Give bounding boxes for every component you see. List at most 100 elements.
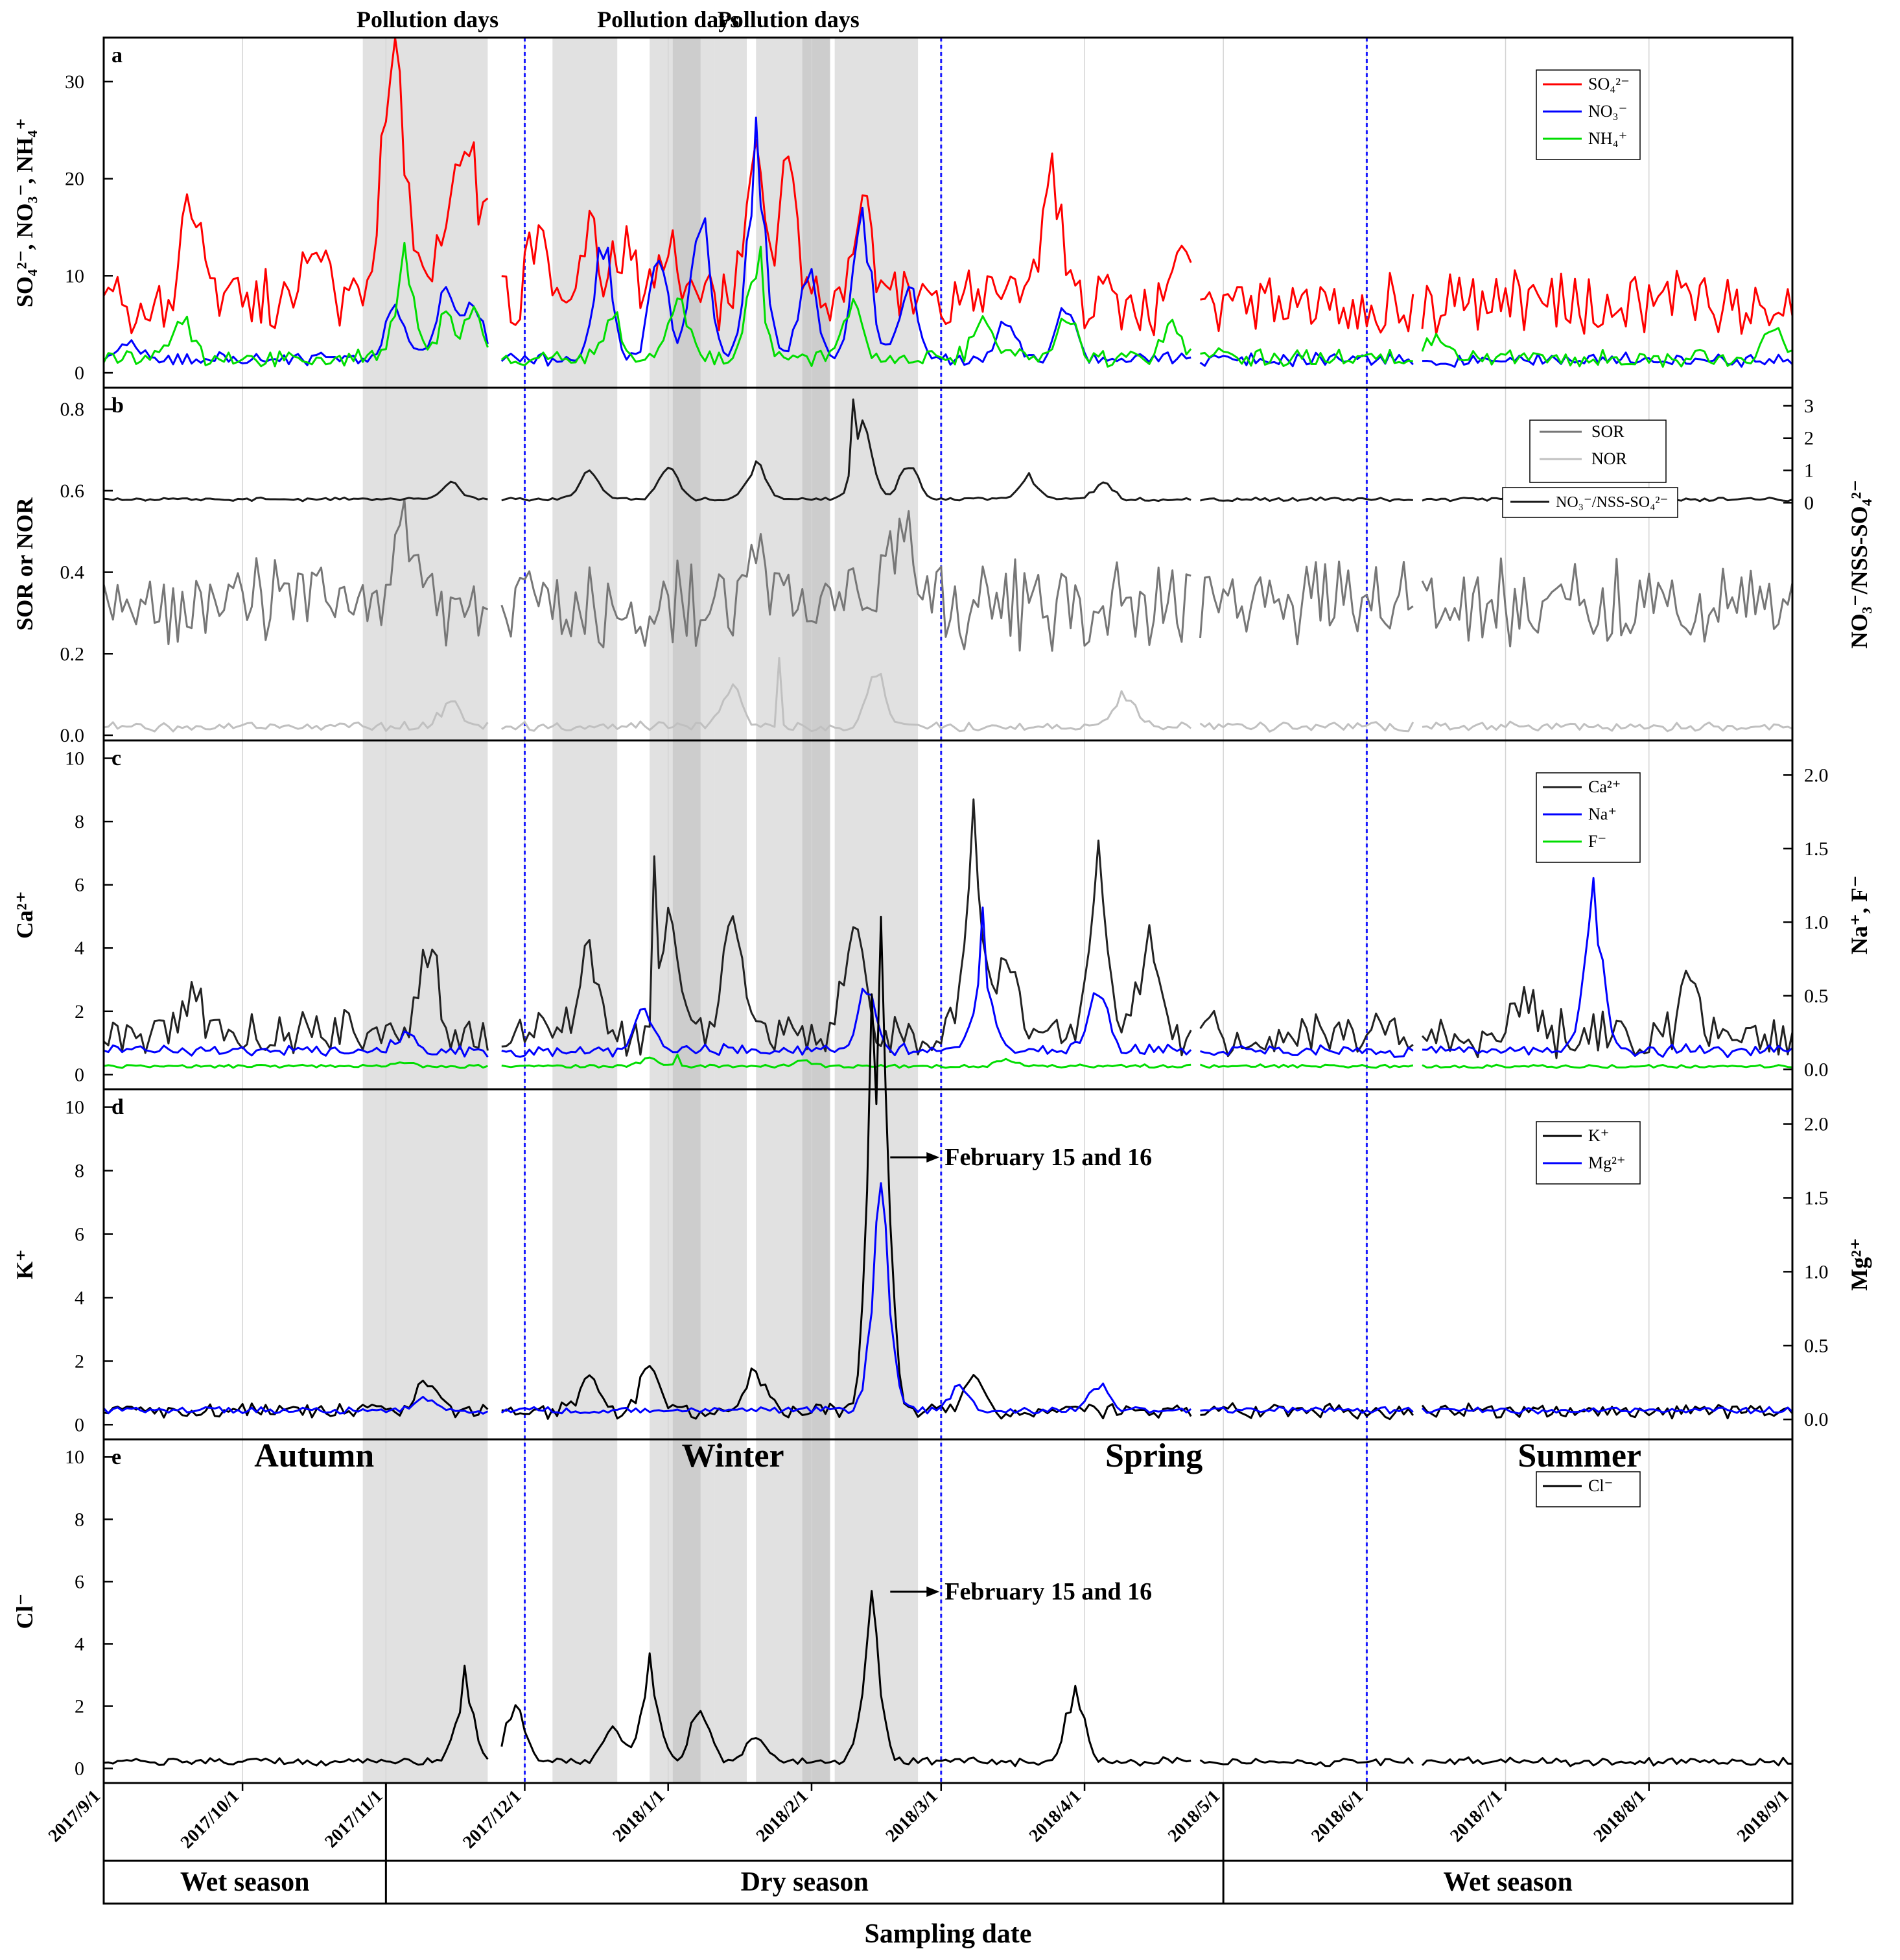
legend-label-e-0: Cl⁻	[1588, 1476, 1613, 1495]
y-label-e: Cl⁻	[12, 1593, 38, 1629]
pollution-band-4	[672, 38, 701, 1783]
y-label-b: SOR or NOR	[12, 497, 38, 630]
season-label-3: Summer	[1518, 1437, 1641, 1474]
left-tick-label-a-2: 20	[65, 169, 84, 190]
left-tick-label-e-1: 2	[75, 1696, 84, 1718]
date-band-frame	[102, 1782, 1794, 1905]
left-tick-label-d-5: 10	[65, 1097, 84, 1118]
left-tick-label-c-4: 8	[75, 811, 84, 832]
left-tick-label-a-3: 30	[65, 71, 84, 93]
panel-letter-c: c	[111, 746, 121, 770]
x-tick-label-4: 2018/1/1	[609, 1786, 668, 1846]
right-tick-label-b-0: 0	[1804, 492, 1814, 514]
season-label-1: Winter	[682, 1437, 784, 1474]
left-tick-label-c-2: 4	[75, 938, 84, 959]
y-label-c: Ca²⁺	[12, 891, 38, 939]
pollution-band-0	[362, 38, 428, 1783]
series-c-2	[103, 1054, 1793, 1069]
x-tick-label-10: 2018/7/1	[1446, 1786, 1506, 1846]
wetdry-label-1: Dry season	[741, 1867, 869, 1897]
annotation-arrowhead-d	[926, 1152, 940, 1163]
x-tick-label-5: 2018/2/1	[753, 1786, 812, 1846]
season-label-2: Spring	[1105, 1437, 1202, 1474]
series-d-1	[102, 1182, 1794, 1415]
x-tick-label-2: 2017/11/1	[321, 1786, 386, 1852]
legend-label-a-1: NO₃⁻	[1588, 102, 1627, 121]
right-tick-label-d-1: 0.5	[1804, 1335, 1829, 1356]
x-tick-label-12: 2018/9/1	[1733, 1786, 1793, 1846]
plot-frames	[102, 36, 1794, 1905]
series-c-0	[103, 798, 1794, 1059]
x-tick-label-8: 2018/5/1	[1164, 1786, 1224, 1846]
legend-box-d	[1536, 1121, 1641, 1185]
series-a-1	[102, 116, 1794, 368]
panel-letter-e: e	[111, 1445, 121, 1469]
left-tick-label-e-5: 10	[65, 1446, 84, 1468]
left-tick-label-e-3: 6	[75, 1571, 84, 1592]
pollution-label-2: Pollution days	[718, 6, 860, 32]
right-tick-label-b-2: 2	[1804, 428, 1814, 449]
axis-ticks	[102, 80, 1794, 1791]
left-tick-label-e-2: 4	[75, 1633, 84, 1655]
right-tick-label-b-3: 3	[1804, 396, 1814, 417]
right-tick-label-d-2: 1.0	[1804, 1261, 1829, 1282]
x-tick-label-0: 2017/9/1	[45, 1786, 104, 1846]
left-tick-label-e-0: 0	[75, 1758, 84, 1780]
series-b-2	[103, 398, 1793, 502]
left-tick-label-c-5: 10	[65, 748, 84, 770]
left-tick-label-d-3: 6	[75, 1223, 84, 1245]
left-tick-label-d-2: 4	[75, 1287, 84, 1308]
x-axis-title: Sampling date	[865, 1919, 1032, 1949]
wetdry-label-0: Wet season	[180, 1867, 310, 1897]
left-tick-label-b-0: 0.0	[60, 725, 85, 746]
x-tick-label-9: 2018/6/1	[1308, 1786, 1367, 1846]
legend-label-c-2: F⁻	[1588, 832, 1606, 851]
x-tick-label-7: 2018/4/1	[1026, 1786, 1085, 1846]
panel-letter-a: a	[111, 43, 123, 67]
left-tick-label-b-3: 0.6	[60, 480, 85, 502]
legend-label-d-0: K⁺	[1588, 1126, 1610, 1145]
pollution-band-7	[802, 38, 830, 1783]
series-a-2	[102, 241, 1793, 368]
season-label-0: Autumn	[254, 1437, 374, 1474]
series-c-1	[103, 877, 1793, 1059]
right-tick-label-c-3: 1.5	[1804, 838, 1829, 860]
pollution-band-1	[427, 38, 488, 1783]
right-tick-label-d-3: 1.5	[1804, 1187, 1829, 1209]
left-tick-label-d-4: 8	[75, 1161, 84, 1182]
legend-label-b-1: NOR	[1591, 449, 1628, 468]
y-label-a: SO₄²⁻, NO₃⁻, NH₄⁺	[12, 118, 38, 307]
pollution-label-1: Pollution days	[597, 6, 739, 32]
month-gridlines	[103, 38, 1793, 1783]
annotation-e: February 15 and 16	[944, 1578, 1152, 1605]
right-tick-label-d-4: 2.0	[1804, 1114, 1829, 1135]
series-lines	[102, 37, 1794, 1767]
left-tick-label-d-0: 0	[75, 1414, 84, 1435]
left-tick-label-c-3: 6	[75, 875, 84, 896]
right-tick-label-c-2: 1.0	[1804, 912, 1829, 933]
series-e-0	[103, 1590, 1793, 1767]
y2-label-d: Mg²⁺	[1846, 1238, 1872, 1291]
right-tick-label-c-1: 0.5	[1804, 986, 1829, 1007]
legend-label-c-0: Ca²⁺	[1588, 777, 1621, 796]
y2-label-b: NO₃⁻/NSS-SO₄²⁻	[1846, 480, 1872, 648]
left-tick-label-b-4: 0.8	[60, 399, 85, 420]
legend-label-b-2: NO₃⁻/NSS-SO₄²⁻	[1556, 494, 1668, 511]
left-tick-label-b-2: 0.4	[60, 562, 85, 584]
legend-box-e	[1536, 1471, 1641, 1507]
pollution-label-0: Pollution days	[357, 6, 498, 32]
panel-letter-b: b	[111, 394, 124, 418]
right-tick-label-d-0: 0.0	[1804, 1409, 1829, 1430]
left-tick-label-c-1: 2	[75, 1001, 84, 1022]
series-d-0	[103, 915, 1794, 1421]
legend-label-a-2: NH₄⁺	[1588, 129, 1627, 148]
left-tick-label-c-0: 0	[75, 1064, 84, 1085]
series-b-0	[102, 498, 1794, 652]
y2-label-c: Na⁺, F⁻	[1846, 875, 1872, 954]
y-label-d: K⁺	[12, 1249, 38, 1279]
legends: SO₄²⁻ NO₃⁻ NH₄⁺ SOR NOR NO₃⁻/NSS-SO₄²⁻ Ca²⁺ Na⁺…	[1502, 69, 1678, 1507]
legend-box-b1	[1529, 419, 1667, 483]
right-tick-label-c-0: 0.0	[1804, 1059, 1829, 1080]
left-tick-label-d-1: 2	[75, 1351, 84, 1372]
